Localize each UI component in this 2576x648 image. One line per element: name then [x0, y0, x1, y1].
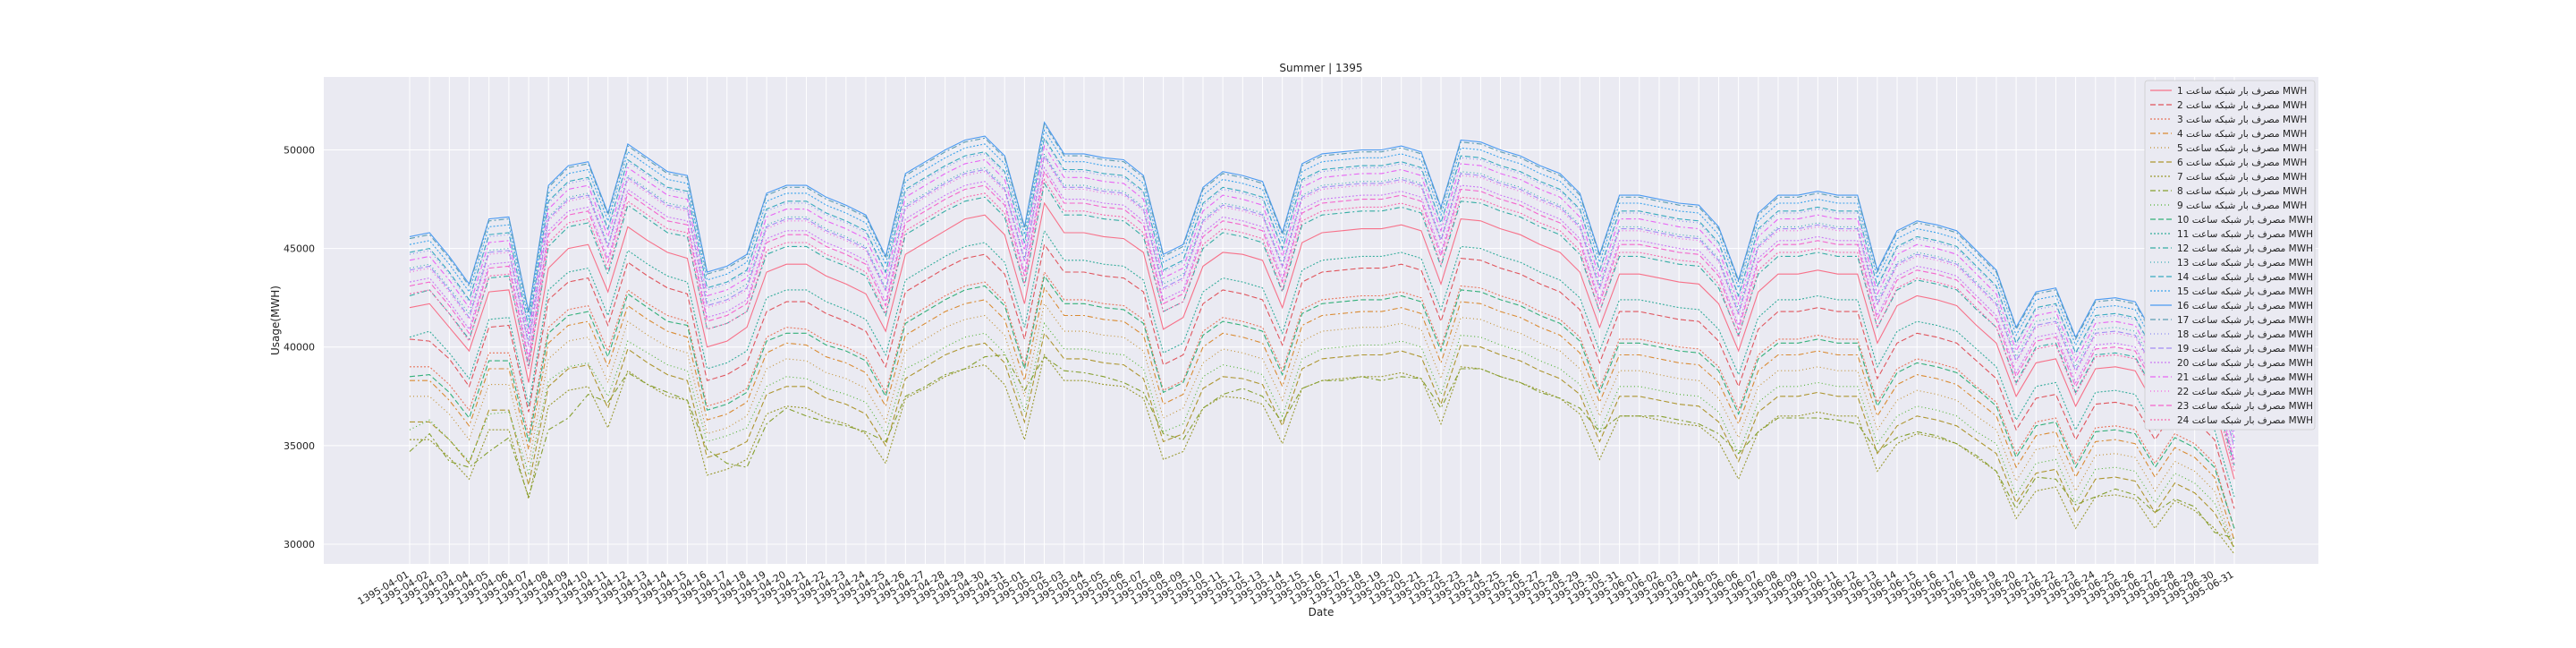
y-tick-label: 50000	[284, 144, 315, 156]
legend-label: مصرف بار شبکه ساعت 6 MWH	[2177, 158, 2307, 168]
y-tick-label: 45000	[284, 243, 315, 255]
legend-label: مصرف بار شبکه ساعت 21 MWH	[2177, 372, 2313, 383]
legend-label: مصرف بار شبکه ساعت 15 MWH	[2177, 286, 2313, 297]
series-line-11	[409, 229, 2235, 498]
series-line-4	[410, 286, 2235, 541]
legend-label: مصرف بار شبکه ساعت 13 MWH	[2177, 258, 2313, 269]
legend-label: مصرف بار شبکه ساعت 20 MWH	[2177, 358, 2313, 369]
series-line-16	[409, 121, 2235, 414]
legend-label: مصرف بار شبکه ساعت 7 MWH	[2177, 172, 2307, 183]
x-axis-ticks: 1395-04-011395-04-021395-04-031395-04-04…	[356, 568, 2236, 607]
legend-label: مصرف بار شبکه ساعت 2 MWH	[2177, 100, 2307, 111]
y-tick-label: 30000	[284, 539, 315, 550]
series-line-19	[409, 154, 2235, 448]
legend-label: مصرف بار شبکه ساعت 11 MWH	[2177, 229, 2313, 240]
series-line-2	[409, 243, 2235, 509]
y-tick-label: 35000	[284, 440, 315, 452]
series-line-3	[410, 270, 2235, 529]
legend-label: مصرف بار شبکه ساعت 22 MWH	[2177, 387, 2313, 397]
legend-label: مصرف بار شبکه ساعت 8 MWH	[2177, 186, 2307, 197]
series-line-22	[409, 156, 2235, 450]
legend-label: مصرف بار شبکه ساعت 10 MWH	[2177, 215, 2313, 226]
legend-label: مصرف بار شبکه ساعت 9 MWH	[2177, 200, 2307, 211]
y-axis-ticks: 30000 35000 40000 45000 50000	[284, 144, 315, 550]
legend: مصرف بار شبکه ساعت 1 MWH مصرف بار شبکه سا…	[2144, 80, 2316, 431]
series-line-20	[409, 166, 2235, 460]
legend-box	[2144, 80, 2316, 431]
legend-label: مصرف بار شبکه ساعت 14 MWH	[2177, 272, 2313, 283]
legend-label: مصرف بار شبکه ساعت 1 MWH	[2177, 86, 2307, 97]
series-line-6	[410, 332, 2235, 549]
legend-label: مصرف بار شبکه ساعت 16 MWH	[2177, 301, 2313, 311]
y-axis-label: Usage(MWH)	[269, 286, 282, 355]
series-line-10	[409, 275, 2235, 529]
legend-label: مصرف بار شبکه ساعت 4 MWH	[2177, 129, 2307, 140]
legend-label: مصرف بار شبکه ساعت 23 MWH	[2177, 401, 2313, 412]
legend-label: مصرف بار شبکه ساعت 12 MWH	[2177, 243, 2313, 254]
series-line-23	[409, 170, 2235, 464]
legend-label: مصرف بار شبکه ساعت 17 MWH	[2177, 315, 2313, 326]
legend-label: مصرف بار شبکه ساعت 24 MWH	[2177, 415, 2313, 426]
legend-label: مصرف بار شبکه ساعت 5 MWH	[2177, 143, 2307, 154]
x-axis-label: Date	[1309, 606, 1335, 618]
legend-label: مصرف بار شبکه ساعت 19 MWH	[2177, 344, 2313, 354]
legend-label: مصرف بار شبکه ساعت 3 MWH	[2177, 115, 2307, 125]
y-tick-label: 40000	[284, 342, 315, 354]
chart-title: Summer | 1395	[1279, 62, 1362, 74]
series-line-14	[409, 136, 2235, 431]
series-line-8	[409, 354, 2235, 539]
plot-area	[324, 77, 2318, 564]
legend-label: مصرف بار شبکه ساعت 18 MWH	[2177, 329, 2313, 340]
series-lines	[409, 121, 2235, 555]
series-line-24	[409, 178, 2235, 472]
series-line-1	[409, 201, 2235, 480]
